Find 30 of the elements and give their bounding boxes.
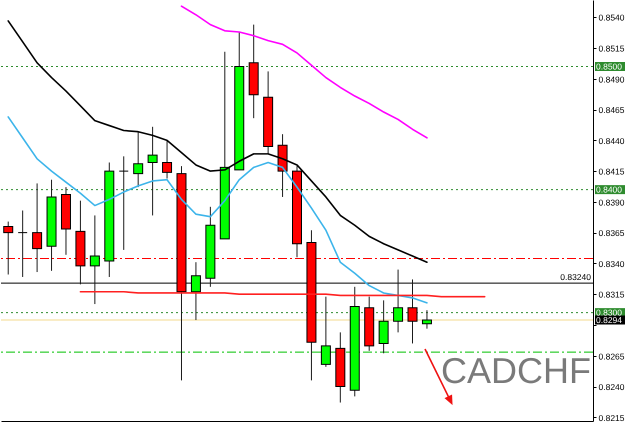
- line-series: [7, 20, 428, 263]
- line-series: [180, 5, 428, 139]
- text: CADCHF: [441, 350, 591, 391]
- ref-line-label: 0.8294: [596, 315, 622, 326]
- y-tick-label: 0.8440: [598, 136, 625, 146]
- annotation: 0.83240: [560, 272, 592, 282]
- candlestick: [378, 300, 389, 354]
- candlestick: [118, 156, 129, 250]
- y-tick-label: 0.8215: [598, 412, 625, 423]
- candlestick: [133, 131, 144, 188]
- y-tick-label: 0.8465: [598, 105, 625, 116]
- y-tick-label: 0.8540: [598, 12, 625, 23]
- candlestick: [320, 296, 331, 368]
- y-tick-label: 0.8265: [598, 351, 625, 362]
- y-tick-label: 0.8315: [598, 290, 625, 300]
- candlestick: [148, 126, 158, 216]
- y-tick-label: 0.8415: [598, 166, 625, 177]
- y-tick-label: 0.8390: [598, 197, 625, 208]
- candlestick: [18, 210, 28, 278]
- ref-line-label: 0.8400: [596, 184, 622, 195]
- y-tick-label: 0.8340: [598, 258, 625, 269]
- ref-line-label: 0.8500: [596, 61, 622, 72]
- line-series: [7, 116, 428, 304]
- candlestick: [422, 310, 432, 330]
- y-tick-label: 0.8240: [598, 382, 625, 392]
- y-tick-label: 0.8515: [598, 44, 625, 54]
- candlestick: [162, 140, 172, 179]
- ref-line-label: 0.8300: [596, 308, 622, 318]
- y-tick-label: 0.8490: [598, 74, 625, 84]
- y-tick-label: 0.8365: [598, 228, 625, 238]
